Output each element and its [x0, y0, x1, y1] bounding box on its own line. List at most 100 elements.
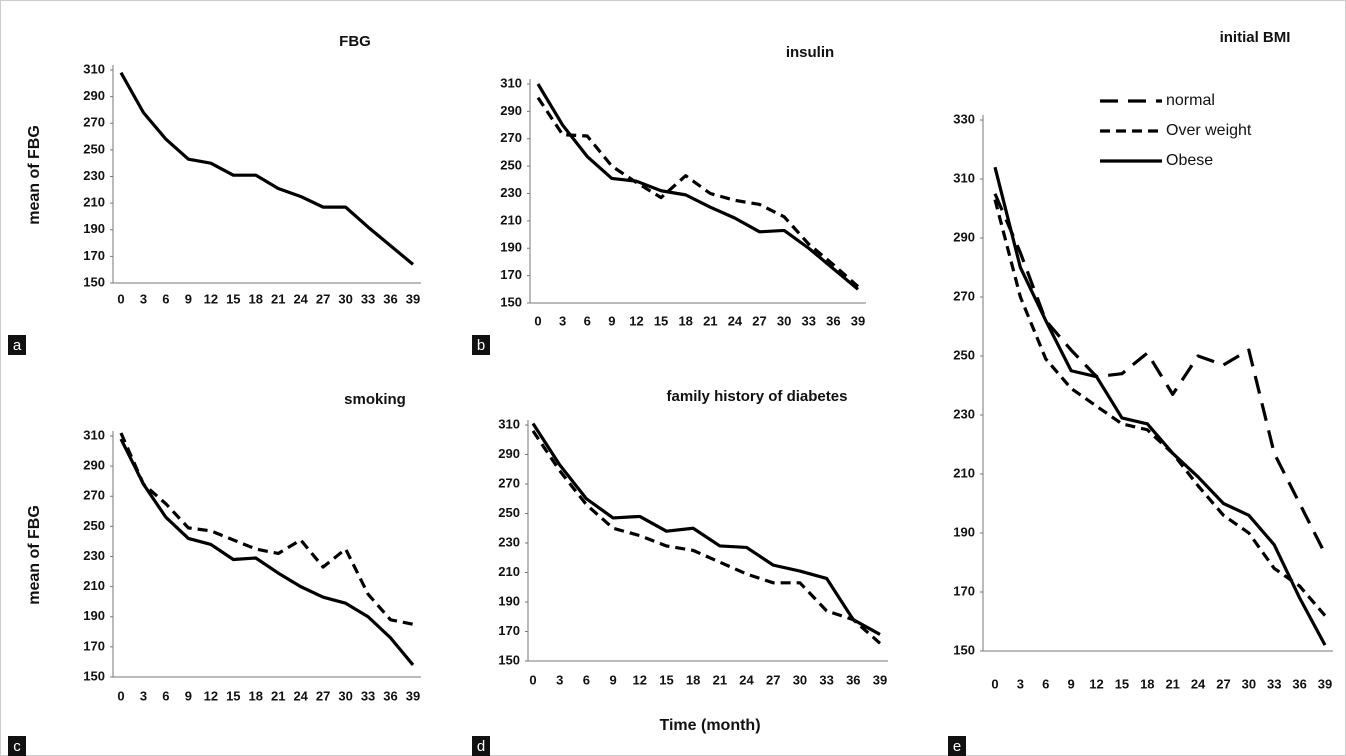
x-tick-label: 27 [766, 672, 780, 687]
x-tick-label: 15 [654, 313, 668, 328]
x-tick-label: 9 [185, 291, 192, 306]
panel-label: a [13, 337, 22, 354]
y-tick-label: 210 [498, 564, 520, 579]
x-tick-label: 18 [249, 291, 263, 306]
y-tick-label: 270 [83, 488, 105, 503]
y-tick-label: 150 [83, 668, 105, 683]
data-line [536, 96, 860, 288]
x-tick-label: 39 [406, 688, 420, 703]
data-line [531, 430, 882, 645]
x-tick-label: 27 [316, 291, 330, 306]
x-tick-label: 0 [529, 672, 536, 687]
x-tick-label: 39 [1318, 676, 1332, 691]
x-tick-label: 27 [752, 313, 766, 328]
chart-title: FBG [339, 33, 371, 50]
x-tick-label: 24 [1191, 676, 1206, 691]
y-tick-label: 210 [83, 578, 105, 593]
y-tick-label: 190 [83, 608, 105, 623]
x-tick-label: 15 [226, 688, 240, 703]
y-tick-label: 290 [500, 103, 522, 118]
x-tick-label: 24 [739, 672, 754, 687]
y-tick-label: 270 [83, 115, 105, 130]
x-tick-label: 3 [140, 688, 147, 703]
data-line [119, 71, 415, 266]
x-tick-label: 18 [1140, 676, 1154, 691]
y-tick-label: 190 [953, 524, 975, 539]
x-tick-label: 21 [271, 291, 285, 306]
x-tick-label: 39 [851, 313, 865, 328]
legend-label: Obese [1166, 152, 1213, 169]
y-tick-label: 310 [500, 75, 522, 90]
x-axis-label: Time (month) [659, 717, 760, 734]
x-tick-label: 3 [1017, 676, 1024, 691]
x-tick-label: 27 [1216, 676, 1230, 691]
x-tick-label: 39 [873, 672, 887, 687]
x-tick-label: 36 [826, 313, 840, 328]
y-tick-label: 270 [953, 288, 975, 303]
x-tick-label: 18 [686, 672, 700, 687]
legend-label: Over weight [1166, 122, 1252, 139]
panel-label: c [13, 738, 21, 755]
x-tick-label: 18 [249, 688, 263, 703]
panel-label-box [472, 736, 490, 756]
panel-label: e [953, 738, 961, 755]
x-tick-label: 21 [271, 688, 285, 703]
x-tick-label: 6 [162, 688, 169, 703]
y-tick-label: 210 [953, 465, 975, 480]
y-tick-label: 230 [498, 534, 520, 549]
y-tick-label: 230 [953, 406, 975, 421]
x-tick-label: 3 [559, 313, 566, 328]
data-line [536, 83, 860, 291]
chart-title: initial BMI [1220, 29, 1291, 46]
panel-label: d [477, 738, 485, 755]
x-tick-label: 21 [713, 672, 727, 687]
y-tick-label: 150 [83, 274, 105, 289]
x-tick-label: 15 [1115, 676, 1129, 691]
y-axis-label: mean of FBG [26, 505, 43, 605]
x-tick-label: 12 [629, 313, 643, 328]
y-axis-label: mean of FBG [26, 125, 43, 225]
x-tick-label: 12 [204, 688, 218, 703]
y-tick-label: 310 [498, 416, 520, 431]
data-line [119, 438, 415, 666]
y-tick-label: 250 [498, 505, 520, 520]
y-tick-label: 250 [83, 141, 105, 156]
x-tick-label: 3 [140, 291, 147, 306]
y-tick-label: 170 [83, 638, 105, 653]
x-tick-label: 30 [777, 313, 791, 328]
x-tick-label: 30 [338, 688, 352, 703]
chart-title: insulin [786, 44, 834, 61]
panel-label-box [948, 736, 966, 756]
x-tick-label: 12 [204, 291, 218, 306]
x-tick-label: 33 [819, 672, 833, 687]
chart-title: family history of diabetes [667, 388, 848, 405]
y-tick-label: 310 [83, 427, 105, 442]
legend-label: normal [1166, 92, 1215, 109]
y-tick-label: 150 [500, 294, 522, 309]
chart-title: smoking [344, 391, 406, 408]
y-tick-label: 170 [498, 623, 520, 638]
x-tick-label: 24 [293, 688, 308, 703]
x-tick-label: 15 [659, 672, 673, 687]
data-line [119, 432, 414, 626]
x-tick-label: 30 [793, 672, 807, 687]
x-tick-label: 21 [1165, 676, 1179, 691]
y-tick-label: 210 [83, 195, 105, 210]
x-tick-label: 0 [991, 676, 998, 691]
y-tick-label: 330 [953, 111, 975, 126]
x-tick-label: 9 [608, 313, 615, 328]
y-tick-label: 230 [500, 185, 522, 200]
x-tick-label: 33 [802, 313, 816, 328]
x-tick-label: 21 [703, 313, 717, 328]
y-tick-label: 170 [500, 267, 522, 282]
y-tick-label: 250 [953, 347, 975, 362]
data-line [993, 166, 1327, 646]
y-tick-label: 150 [953, 642, 975, 657]
y-tick-label: 230 [83, 548, 105, 563]
x-tick-label: 6 [583, 672, 590, 687]
x-tick-label: 33 [361, 688, 375, 703]
y-tick-label: 170 [83, 248, 105, 263]
data-line [531, 422, 881, 636]
x-tick-label: 0 [117, 291, 124, 306]
